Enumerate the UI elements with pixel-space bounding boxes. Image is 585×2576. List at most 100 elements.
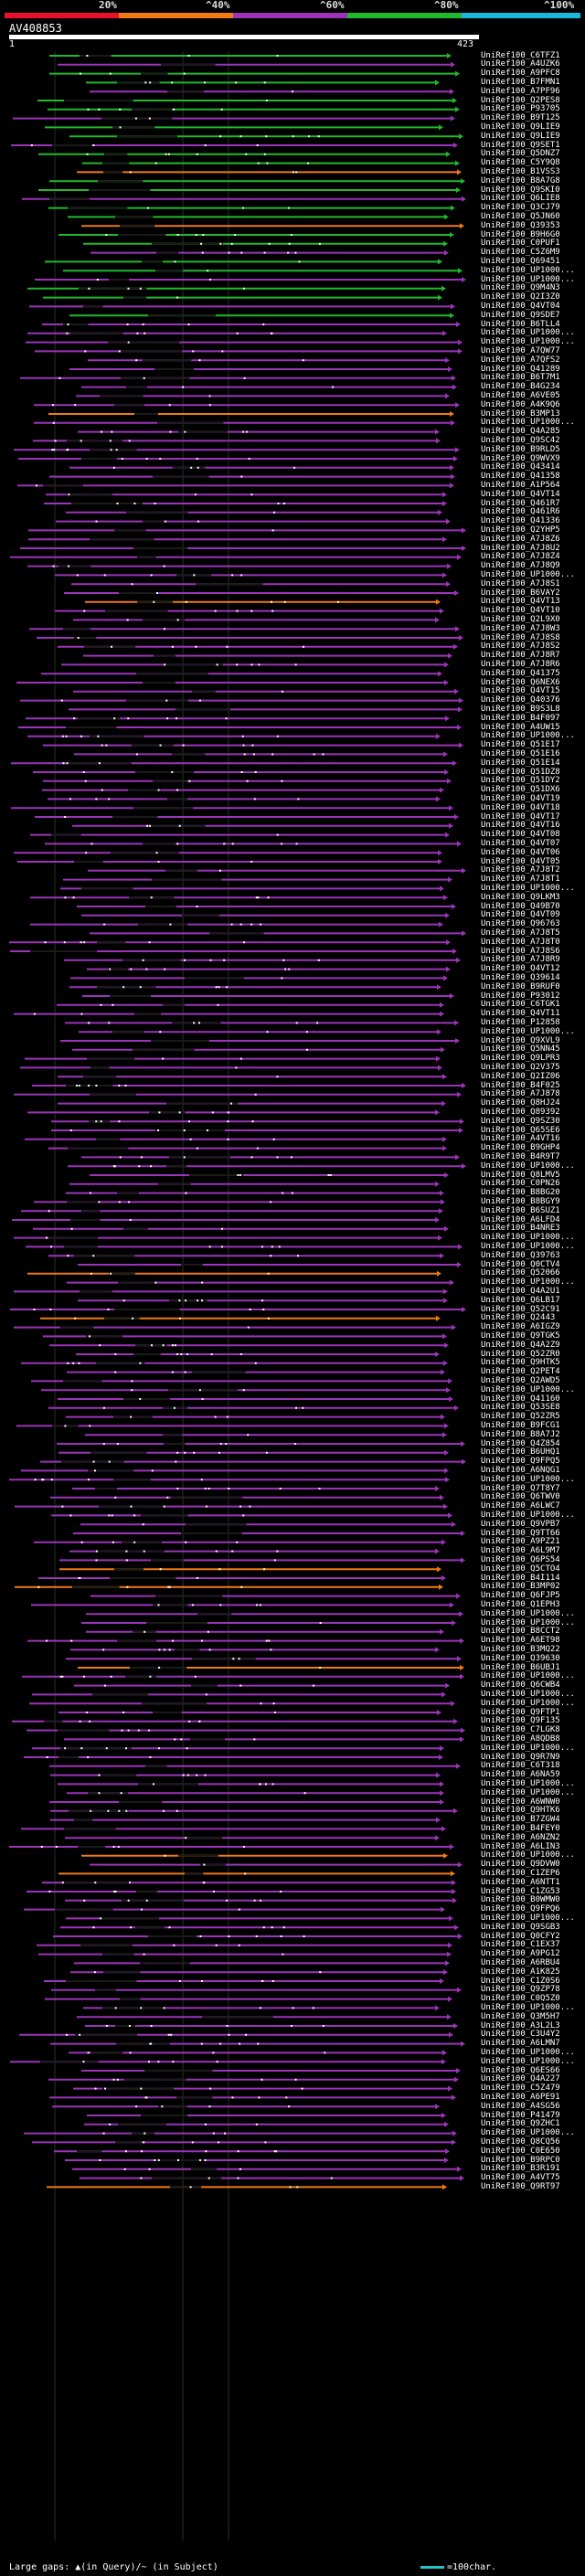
hit-row[interactable]: [12, 1718, 458, 1724]
hit-label[interactable]: UniRef100_UP1000...: [481, 328, 575, 338]
hit-label[interactable]: UniRef100_Q6PS54: [481, 1554, 560, 1564]
hit-row[interactable]: [49, 1763, 461, 1769]
hit-row[interactable]: [27, 330, 447, 336]
hit-row[interactable]: [32, 2139, 456, 2146]
hit-row[interactable]: [81, 1620, 456, 1626]
hit-label[interactable]: UniRef100_C0Q5Z0: [481, 1994, 560, 2004]
hit-row[interactable]: [37, 635, 463, 641]
hit-row[interactable]: [14, 1288, 448, 1295]
hit-label[interactable]: UniRef100_Q4VT06: [481, 847, 560, 857]
hit-label[interactable]: UniRef100_Q9FTP1: [481, 1707, 560, 1717]
hit-label[interactable]: UniRef100_Q2V375: [481, 1062, 560, 1072]
hit-row[interactable]: [69, 313, 454, 319]
hit-label[interactable]: UniRef100_Q52C91: [481, 1304, 560, 1314]
hit-label[interactable]: UniRef100_Q9SZ30: [481, 1116, 560, 1126]
hit-row[interactable]: [69, 706, 463, 713]
hit-row[interactable]: [82, 993, 454, 999]
hit-label[interactable]: UniRef100_A7J8W3: [481, 623, 560, 633]
hit-row[interactable]: [90, 1861, 463, 1868]
hit-label[interactable]: UniRef100_A6ET98: [481, 1636, 560, 1646]
hit-label[interactable]: UniRef100_Q5CTO4: [481, 1564, 560, 1574]
hit-row[interactable]: [35, 348, 463, 355]
hit-row[interactable]: [74, 751, 448, 758]
hit-row[interactable]: [42, 1880, 456, 1886]
hit-label[interactable]: UniRef100_Q4VT04: [481, 301, 560, 311]
hit-label[interactable]: UniRef100_B6UHQ1: [481, 1447, 560, 1458]
hit-label[interactable]: UniRef100_Q3CJ79: [481, 203, 560, 213]
hit-label[interactable]: UniRef100_P93012: [481, 991, 560, 1001]
hit-row[interactable]: [10, 949, 457, 954]
hit-row[interactable]: [90, 89, 454, 95]
hit-row[interactable]: [90, 1593, 461, 1599]
hit-row[interactable]: [81, 1154, 460, 1161]
hit-row[interactable]: [14, 850, 442, 856]
hit-label[interactable]: UniRef100_UP1000...: [481, 2002, 575, 2012]
hit-label[interactable]: UniRef100_Q40376: [481, 695, 560, 705]
hit-label[interactable]: UniRef100_Q9LPR3: [481, 1054, 560, 1064]
hit-label[interactable]: UniRef100_C6TFZ1: [481, 51, 560, 60]
hit-row[interactable]: [68, 1163, 466, 1170]
hit-label[interactable]: UniRef100_A4UW15: [481, 722, 560, 732]
hit-label[interactable]: UniRef100_Q9HTK5: [481, 1358, 560, 1368]
hit-row[interactable]: [52, 2104, 440, 2110]
hit-label[interactable]: UniRef100_Q8HJ24: [481, 1098, 560, 1108]
hit-label[interactable]: UniRef100_Q4VT13: [481, 597, 560, 607]
hit-label[interactable]: UniRef100_B9FCG1: [481, 1420, 560, 1430]
hit-row[interactable]: [83, 240, 448, 247]
hit-label[interactable]: UniRef100_P93705: [481, 104, 560, 114]
hit-row[interactable]: [78, 1262, 462, 1267]
hit-row[interactable]: [16, 680, 449, 685]
hit-label[interactable]: UniRef100_Q9SKI0: [481, 185, 560, 195]
hit-row[interactable]: [17, 859, 442, 864]
hit-label[interactable]: UniRef100_A7J8Q9: [481, 561, 560, 571]
hit-label[interactable]: UniRef100_UP1000...: [481, 1277, 575, 1288]
hit-row[interactable]: [33, 438, 441, 444]
hit-row[interactable]: [58, 1710, 441, 1715]
hit-row[interactable]: [43, 778, 452, 784]
hit-label[interactable]: UniRef100_Q41358: [481, 472, 560, 482]
hit-row[interactable]: [50, 1807, 458, 1814]
hit-label[interactable]: UniRef100_B8BG20: [481, 1188, 560, 1198]
hit-row[interactable]: [26, 716, 450, 722]
hit-label[interactable]: UniRef100_B7FMN1: [481, 77, 560, 87]
hit-row[interactable]: [33, 1225, 449, 1232]
hit-label[interactable]: UniRef100_Q2YHP5: [481, 525, 560, 535]
hit-row[interactable]: [66, 1190, 444, 1196]
hit-row[interactable]: [69, 984, 441, 991]
hit-row[interactable]: [32, 1745, 444, 1752]
hit-label[interactable]: UniRef100_UP1000...: [481, 265, 575, 275]
hit-row[interactable]: [85, 2023, 458, 2029]
hit-label[interactable]: UniRef100_Q4Z854: [481, 1438, 560, 1448]
hit-label[interactable]: UniRef100_B7ZGW4: [481, 1815, 560, 1825]
hit-label[interactable]: UniRef100_B9RUF0: [481, 981, 560, 991]
hit-label[interactable]: UniRef100_B9GHP4: [481, 1143, 560, 1153]
hit-row[interactable]: [78, 429, 440, 435]
hit-label[interactable]: UniRef100_A3L2L3: [481, 2020, 560, 2030]
hit-label[interactable]: UniRef100_C5Z479: [481, 2083, 560, 2094]
hit-row[interactable]: [69, 1548, 440, 1554]
hit-row[interactable]: [65, 1835, 440, 1841]
hit-row[interactable]: [35, 277, 466, 282]
hit-label[interactable]: UniRef100_A6LWC7: [481, 1501, 560, 1511]
hit-label[interactable]: UniRef100_Q2IZ06: [481, 1071, 560, 1081]
hit-label[interactable]: UniRef100_Q4VT16: [481, 821, 560, 831]
hit-row[interactable]: [69, 366, 452, 372]
hit-label[interactable]: UniRef100_C6TGK1: [481, 1000, 560, 1010]
hit-row[interactable]: [43, 1333, 447, 1340]
hit-label[interactable]: UniRef100_Q4A2U1: [481, 1286, 560, 1296]
hit-label[interactable]: UniRef100_B4R9T7: [481, 1151, 560, 1161]
hit-label[interactable]: UniRef100_A7J8T1: [481, 875, 560, 885]
hit-label[interactable]: UniRef100_Q0CFY2: [481, 1931, 560, 1941]
hit-row[interactable]: [80, 2175, 464, 2181]
hit-label[interactable]: UniRef100_Q9WVX9: [481, 453, 560, 463]
hit-label[interactable]: UniRef100_Q4VT18: [481, 802, 560, 812]
hit-label[interactable]: UniRef100_C5Y9Q8: [481, 158, 560, 168]
hit-label[interactable]: UniRef100_UP1000...: [481, 1510, 575, 1520]
hit-label[interactable]: UniRef100_Q6LIE8: [481, 194, 560, 204]
hit-label[interactable]: UniRef100_Q6CWB4: [481, 1680, 560, 1691]
hit-row[interactable]: [27, 1109, 440, 1116]
hit-label[interactable]: UniRef100_C0PN26: [481, 1179, 560, 1189]
hit-label[interactable]: UniRef100_Q41375: [481, 668, 560, 678]
hit-row[interactable]: [38, 1575, 446, 1581]
hit-row[interactable]: [67, 1369, 445, 1375]
